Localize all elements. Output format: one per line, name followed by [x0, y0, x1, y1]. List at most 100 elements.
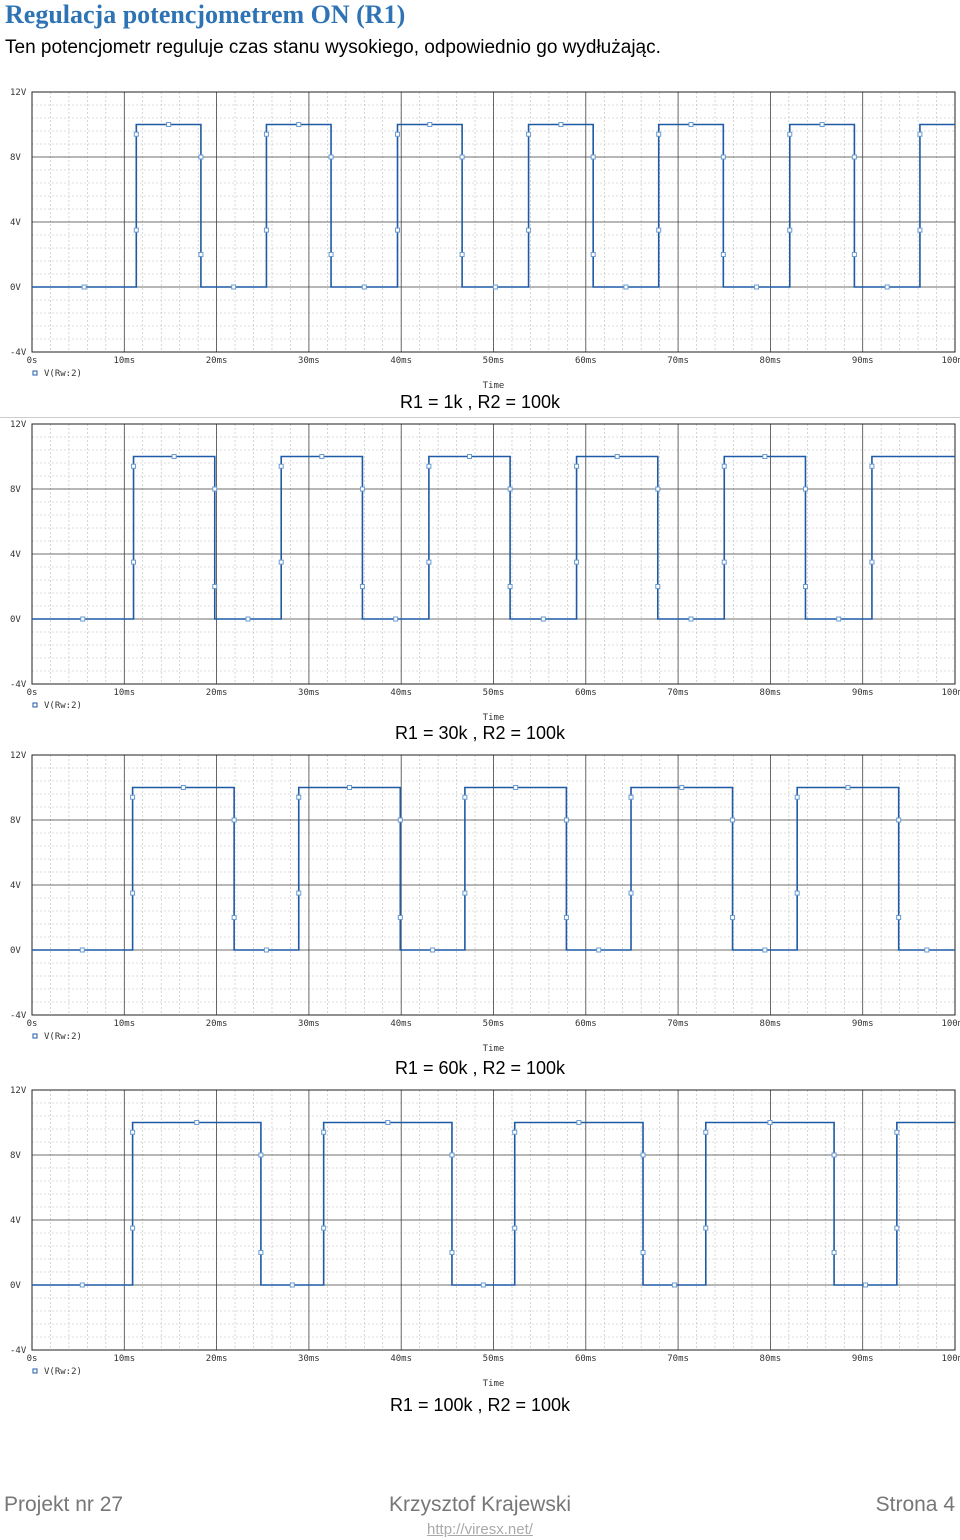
series-point-marker: [703, 1129, 709, 1135]
series-point-marker: [263, 947, 269, 953]
y-tick-label: -4V: [10, 680, 27, 690]
series-point-marker: [628, 890, 634, 896]
chart-panel-1: 12V 8V 4V 0V -4V 0s 10ms 20ms 30ms 40ms 50ms 60ms 70…: [0, 84, 960, 389]
series-point-marker: [231, 915, 237, 920]
legend-label: V(Rw:2): [44, 369, 82, 379]
series-point-marker: [321, 1129, 327, 1135]
series-point-marker: [574, 463, 580, 469]
series-point-marker: [787, 227, 793, 233]
series-point-marker: [831, 1250, 837, 1255]
x-tick-label: 30ms: [298, 1354, 320, 1364]
series-point-marker: [395, 131, 401, 137]
series-point-marker: [851, 154, 857, 160]
series-point-marker: [459, 252, 465, 257]
x-tick-label: 0s: [27, 688, 38, 698]
series-point-marker: [130, 890, 136, 896]
series-point-marker: [884, 284, 890, 290]
x-tick-label: 100ms: [941, 688, 960, 698]
series-point-marker: [526, 131, 532, 137]
grid: [31, 754, 956, 1016]
series-point-marker: [819, 122, 825, 127]
series-line: [32, 455, 955, 620]
y-tick-label: 12V: [10, 420, 27, 430]
series-point-marker: [703, 1225, 709, 1231]
x-tick-label: 10ms: [113, 688, 135, 698]
series-point-marker: [563, 915, 569, 920]
series-point-marker: [393, 616, 399, 622]
series-point-marker: [563, 817, 569, 823]
series-point-marker: [231, 817, 237, 823]
series-point-marker: [787, 131, 793, 137]
series-point-marker: [263, 227, 269, 233]
series-point-marker: [671, 1282, 677, 1288]
series-point-marker: [289, 1282, 295, 1288]
series-point-marker: [231, 284, 237, 290]
y-tick-label: 4V: [10, 218, 21, 228]
series-point-marker: [263, 131, 269, 137]
series-point-marker: [679, 785, 685, 790]
series-point-marker: [655, 486, 661, 492]
x-tick-label: 40ms: [390, 1019, 412, 1029]
x-tick-label: 70ms: [667, 1354, 689, 1364]
series-point-marker: [802, 486, 808, 492]
y-tick-label: 12V: [10, 88, 27, 98]
chart-caption-2: R1 = 30k , R2 = 100k: [394, 723, 566, 743]
series-point-marker: [862, 1282, 868, 1288]
y-tick-label: 8V: [10, 1151, 21, 1161]
x-tick-label: 100ms: [941, 356, 960, 366]
series-point-marker: [278, 559, 284, 565]
x-axis-label: Time: [483, 1044, 505, 1054]
series-point-marker: [397, 817, 403, 823]
series-point-marker: [80, 616, 86, 622]
y-tick-label: 8V: [10, 485, 21, 495]
chart-caption-3: R1 = 60k , R2 = 100k: [394, 1058, 566, 1078]
grid: [31, 1089, 956, 1351]
footer-page: Strona 4: [875, 1493, 955, 1516]
x-tick-label: 90ms: [852, 1019, 874, 1029]
series-point-marker: [894, 1225, 900, 1231]
plot-frame: [31, 423, 956, 685]
series-point-marker: [459, 154, 465, 160]
series-point-marker: [656, 131, 662, 137]
y-tick-label: 0V: [10, 946, 21, 956]
series-point-marker: [836, 616, 842, 622]
series-point-marker: [449, 1250, 455, 1255]
plot-frame: [31, 754, 956, 1016]
series-point-marker: [258, 1152, 264, 1158]
x-tick-label: 20ms: [206, 356, 228, 366]
series-point-marker: [166, 122, 172, 127]
series-point-marker: [492, 284, 498, 290]
footer-url-link[interactable]: http://viresx.net/: [427, 1521, 533, 1538]
series-point-marker: [623, 284, 629, 290]
x-tick-label: 50ms: [483, 1019, 505, 1029]
y-tick-label: 12V: [10, 751, 27, 761]
footer-project: Projekt nr 27: [4, 1493, 124, 1516]
legend-marker: [32, 370, 38, 376]
x-tick-label: 60ms: [575, 356, 597, 366]
series-point-marker: [894, 1129, 900, 1135]
series-point-marker: [245, 616, 251, 622]
y-tick-label: 0V: [10, 283, 21, 293]
series-point-marker: [426, 463, 432, 469]
x-tick-label: 80ms: [760, 1354, 782, 1364]
x-tick-label: 100ms: [941, 1019, 960, 1029]
y-tick-label: 4V: [10, 881, 21, 891]
y-tick-label: -4V: [10, 348, 27, 358]
x-tick-label: 20ms: [206, 688, 228, 698]
x-axis-label: Time: [483, 1379, 505, 1389]
series-point-marker: [328, 154, 334, 160]
series-point-marker: [513, 785, 519, 790]
series-point-marker: [296, 890, 302, 896]
series-point-marker: [512, 1225, 518, 1231]
series-point-marker: [427, 122, 433, 127]
series-point-marker: [730, 915, 736, 920]
y-tick-label: 4V: [10, 550, 21, 560]
series-point-marker: [130, 1225, 136, 1231]
series-point-marker: [462, 794, 468, 800]
series-point-marker: [180, 785, 186, 790]
series-point-marker: [762, 454, 768, 459]
x-tick-label: 0s: [27, 1354, 38, 1364]
series-point-marker: [558, 122, 564, 127]
